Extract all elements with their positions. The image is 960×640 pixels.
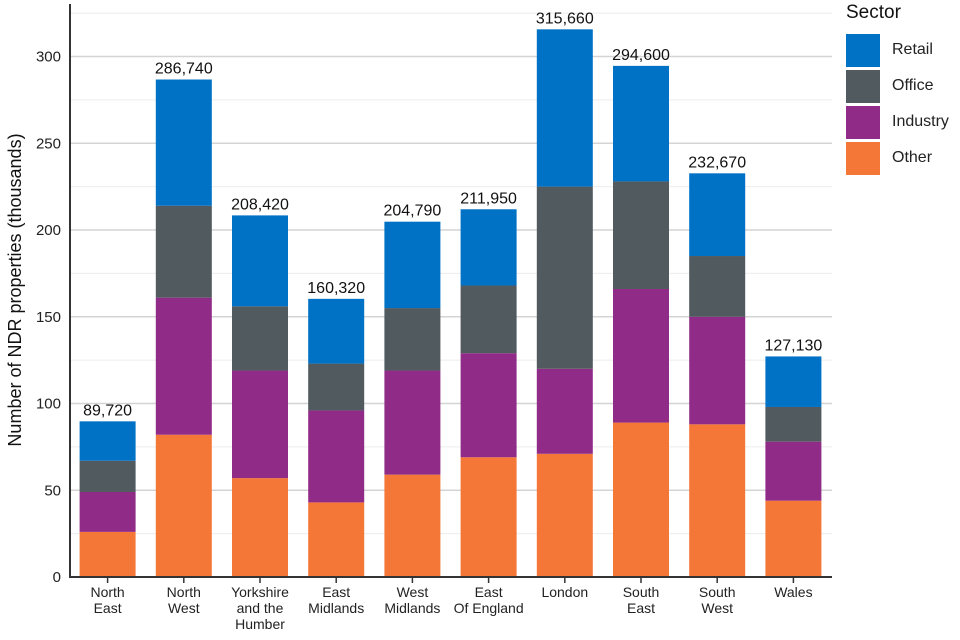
bar-segment-other xyxy=(536,453,593,577)
y-tick-label: 200 xyxy=(36,222,61,239)
bar-segment-industry xyxy=(536,368,593,454)
total-label: 211,950 xyxy=(460,190,517,207)
bar-segment-industry xyxy=(79,491,136,532)
x-tick-label: South East xyxy=(623,584,660,616)
bar-segment-other xyxy=(460,457,517,577)
bar-segment-industry xyxy=(232,370,288,479)
bar-segment-retail xyxy=(155,79,212,206)
legend-label: Other xyxy=(892,149,933,166)
legend-item-office: Office xyxy=(846,68,949,104)
bar-segment-office xyxy=(613,181,669,289)
bar-segment-industry xyxy=(460,353,517,458)
y-tick-label: 100 xyxy=(36,396,61,413)
total-label: 204,790 xyxy=(383,203,441,220)
bar-segment-industry xyxy=(155,297,212,435)
total-labels: 89,720 286,740 208,420 160,320 204,790 211,95… xyxy=(83,10,822,419)
legend-swatch xyxy=(846,69,880,103)
x-tick-label: East Of England xyxy=(454,584,524,616)
bar-segment-other xyxy=(232,478,288,577)
legend-label: Retail xyxy=(892,41,933,58)
bar-segment-other xyxy=(79,531,136,577)
bar-segment-industry xyxy=(613,288,669,423)
x-tick-label: North East xyxy=(90,584,124,616)
legend-item-other: Other xyxy=(846,140,949,176)
legend-item-retail: Retail xyxy=(846,32,949,68)
bar-segment-other xyxy=(155,434,212,577)
bar-segment-office xyxy=(232,306,288,371)
bar-segment-industry xyxy=(308,410,365,503)
legend-label: Industry xyxy=(892,113,949,130)
total-label: 208,420 xyxy=(231,196,289,213)
bar-segment-other xyxy=(613,422,669,577)
bar-segment-retail xyxy=(308,298,365,364)
axes xyxy=(69,4,832,583)
x-tick-label: West Midlands xyxy=(384,584,440,616)
y-tick-label: 150 xyxy=(36,309,61,326)
x-tick-label: East Midlands xyxy=(308,584,364,616)
legend-title: Sector xyxy=(846,2,901,23)
bar-segment-office xyxy=(765,406,822,442)
total-label: 160,320 xyxy=(307,280,365,297)
bar-segment-other xyxy=(384,474,441,577)
bar-segment-office xyxy=(384,308,441,371)
legend-swatch xyxy=(846,33,880,67)
bar-segment-office xyxy=(536,186,593,369)
legend-item-industry: Industry xyxy=(846,104,949,140)
bar-segment-retail xyxy=(765,356,822,407)
legend: Sector Retail Office Industry Other xyxy=(846,2,949,176)
x-tick-label: London xyxy=(541,584,588,600)
y-tick-label: 250 xyxy=(36,135,61,152)
bar-segment-industry xyxy=(689,316,746,425)
total-label: 232,670 xyxy=(688,154,746,171)
bar-segment-office xyxy=(155,205,212,298)
y-tick-labels: 0 50 100 150 200 250 300 xyxy=(36,49,61,587)
bar-segment-other xyxy=(765,500,822,577)
legend-label: Office xyxy=(892,77,934,94)
bar-segment-industry xyxy=(765,441,822,501)
bar-segment-industry xyxy=(384,370,441,475)
y-tick-label: 300 xyxy=(36,49,61,66)
bar-segment-office xyxy=(79,460,136,492)
legend-swatch xyxy=(846,105,880,139)
legend-swatch xyxy=(846,141,880,175)
x-tick-label: Wales xyxy=(774,584,812,600)
bar-segment-retail xyxy=(536,29,593,187)
total-label: 286,740 xyxy=(155,61,213,78)
x-tick-label: North West xyxy=(167,584,201,616)
x-tick-label: Yorkshire and the Humber xyxy=(231,584,289,632)
bar-segment-retail xyxy=(460,209,517,286)
bar-segment-other xyxy=(689,424,746,577)
bar-segment-retail xyxy=(384,221,441,309)
total-label: 294,600 xyxy=(612,47,670,64)
bar-segment-office xyxy=(308,363,365,411)
bar-segment-retail xyxy=(232,215,288,307)
total-label: 315,660 xyxy=(536,10,594,27)
bar-segment-other xyxy=(308,502,365,577)
bar-segment-office xyxy=(689,256,746,317)
x-tick-label: South West xyxy=(699,584,736,616)
y-tick-label: 0 xyxy=(53,569,61,586)
total-label: 89,720 xyxy=(83,402,132,419)
bar-segment-retail xyxy=(613,65,669,182)
bars xyxy=(79,29,822,577)
y-axis-title: Number of NDR properties (thousands) xyxy=(5,133,25,446)
bar-segment-retail xyxy=(689,173,746,257)
bar-segment-retail xyxy=(79,421,136,461)
bar-segment-office xyxy=(460,285,517,354)
y-tick-label: 50 xyxy=(44,482,61,499)
x-tick-labels: North East North West Yorkshire and the Humber… xyxy=(90,584,812,632)
total-label: 127,130 xyxy=(764,337,822,354)
